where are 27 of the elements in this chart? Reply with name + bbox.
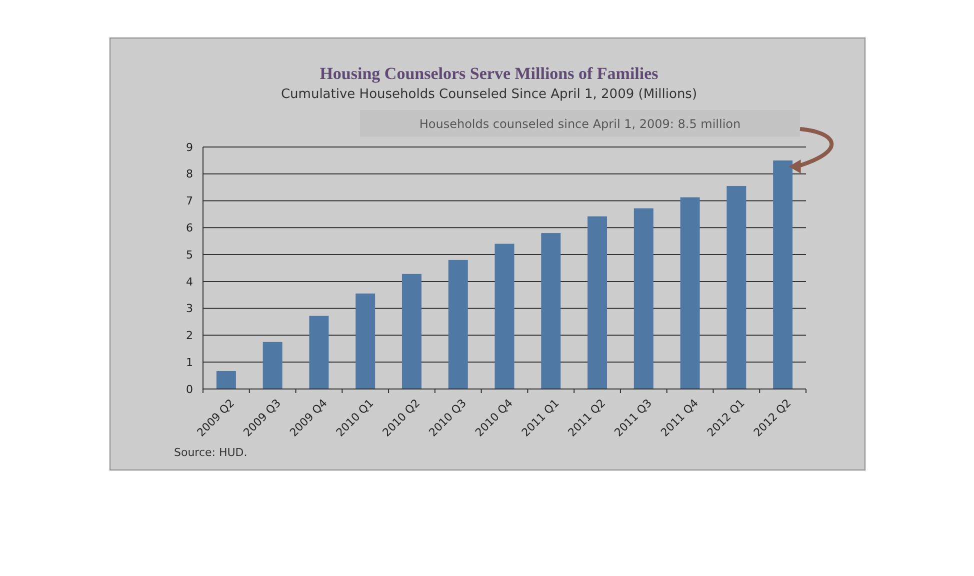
bar [448, 260, 468, 389]
source-note: Source: HUD. [174, 446, 248, 459]
y-tick-label: 1 [186, 356, 193, 369]
bar [402, 274, 422, 389]
bar [541, 233, 561, 389]
y-tick-label: 9 [186, 140, 193, 154]
y-tick-label: 4 [186, 275, 193, 288]
y-tick-label: 6 [186, 222, 193, 235]
bar [356, 294, 376, 389]
bar [494, 244, 514, 389]
bar [634, 208, 654, 389]
chart-subtitle: Cumulative Households Counseled Since April 1, 2009 (Millions) [280, 87, 698, 102]
y-tick-label: 0 [186, 382, 193, 396]
bar [262, 342, 282, 389]
bar [216, 370, 236, 389]
bar [680, 197, 700, 389]
y-tick-label: 5 [186, 248, 193, 262]
bar [309, 316, 329, 389]
bar [726, 186, 746, 389]
bar [773, 160, 793, 389]
bar [588, 216, 608, 389]
y-tick-label: 8 [186, 168, 193, 181]
chart-title: Housing Counselors Serve Millions of Families [320, 64, 659, 83]
text: Households counseled since April 1, 2009: 8.5 million [419, 117, 741, 132]
y-tick-label: 3 [186, 302, 193, 316]
y-tick-label: 7 [186, 194, 193, 208]
y-tick-label: 2 [186, 329, 193, 342]
